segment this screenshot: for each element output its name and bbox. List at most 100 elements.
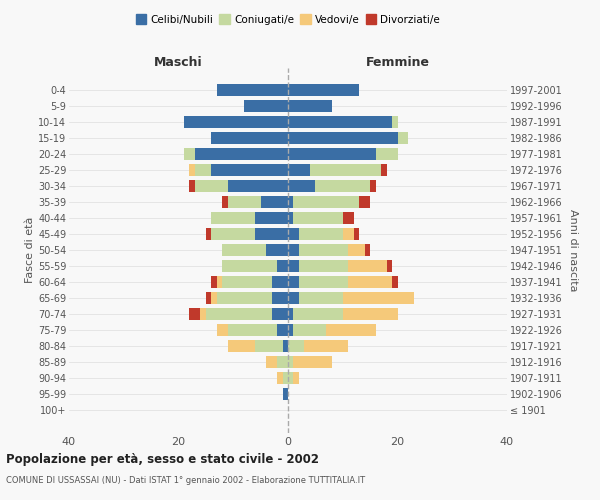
Bar: [348, 260, 386, 272]
Bar: [190, 180, 195, 192]
Bar: [272, 276, 288, 288]
Bar: [277, 260, 288, 272]
Bar: [293, 372, 299, 384]
Bar: [386, 260, 392, 272]
Bar: [217, 276, 223, 288]
Bar: [293, 324, 326, 336]
Bar: [206, 292, 211, 304]
Bar: [288, 84, 359, 96]
Bar: [293, 356, 332, 368]
Bar: [277, 324, 288, 336]
Bar: [195, 180, 228, 192]
Bar: [348, 276, 392, 288]
Bar: [376, 148, 398, 160]
Bar: [272, 308, 288, 320]
Bar: [223, 260, 277, 272]
Bar: [299, 244, 348, 256]
Bar: [206, 308, 272, 320]
Bar: [299, 228, 343, 240]
Text: Popolazione per età, sesso e stato civile - 2002: Popolazione per età, sesso e stato civil…: [6, 452, 319, 466]
Bar: [211, 164, 288, 176]
Y-axis label: Anni di nascita: Anni di nascita: [568, 209, 578, 291]
Bar: [288, 148, 376, 160]
Text: Femmine: Femmine: [365, 56, 430, 70]
Bar: [228, 324, 277, 336]
Bar: [211, 276, 217, 288]
Bar: [288, 212, 293, 224]
Bar: [283, 388, 288, 400]
Bar: [343, 228, 354, 240]
Bar: [354, 228, 359, 240]
Bar: [228, 340, 255, 352]
Bar: [365, 244, 370, 256]
Bar: [244, 100, 288, 112]
Bar: [288, 228, 299, 240]
Bar: [190, 308, 200, 320]
Bar: [343, 212, 354, 224]
Bar: [184, 116, 288, 128]
Bar: [195, 164, 211, 176]
Bar: [255, 340, 283, 352]
Bar: [293, 196, 359, 208]
Bar: [272, 292, 288, 304]
Bar: [288, 244, 299, 256]
Bar: [211, 228, 255, 240]
Bar: [184, 148, 195, 160]
Bar: [288, 196, 293, 208]
Bar: [381, 164, 386, 176]
Bar: [288, 260, 299, 272]
Bar: [266, 244, 288, 256]
Bar: [217, 324, 228, 336]
Bar: [310, 164, 381, 176]
Bar: [343, 292, 414, 304]
Bar: [222, 276, 272, 288]
Bar: [343, 308, 398, 320]
Bar: [316, 180, 370, 192]
Bar: [228, 196, 260, 208]
Bar: [266, 356, 277, 368]
Bar: [255, 212, 288, 224]
Bar: [392, 276, 398, 288]
Bar: [326, 324, 376, 336]
Bar: [359, 196, 370, 208]
Bar: [299, 260, 348, 272]
Bar: [228, 180, 288, 192]
Legend: Celibi/Nubili, Coniugati/e, Vedovi/e, Divorziati/e: Celibi/Nubili, Coniugati/e, Vedovi/e, Di…: [136, 14, 440, 24]
Bar: [190, 164, 195, 176]
Bar: [288, 180, 316, 192]
Bar: [211, 212, 255, 224]
Text: Maschi: Maschi: [154, 56, 203, 70]
Bar: [200, 308, 206, 320]
Bar: [288, 100, 332, 112]
Bar: [260, 196, 288, 208]
Text: COMUNE DI USSASSAI (NU) - Dati ISTAT 1° gennaio 2002 - Elaborazione TUTTITALIA.I: COMUNE DI USSASSAI (NU) - Dati ISTAT 1° …: [6, 476, 365, 485]
Bar: [288, 132, 398, 144]
Bar: [398, 132, 409, 144]
Bar: [211, 292, 217, 304]
Bar: [277, 356, 288, 368]
Bar: [206, 228, 211, 240]
Bar: [255, 228, 288, 240]
Bar: [288, 308, 293, 320]
Bar: [288, 324, 293, 336]
Bar: [293, 212, 343, 224]
Bar: [293, 308, 343, 320]
Bar: [222, 196, 228, 208]
Bar: [288, 292, 299, 304]
Bar: [195, 148, 288, 160]
Bar: [283, 340, 288, 352]
Bar: [392, 116, 398, 128]
Bar: [288, 356, 293, 368]
Bar: [288, 340, 304, 352]
Bar: [299, 276, 348, 288]
Bar: [217, 84, 288, 96]
Bar: [288, 372, 293, 384]
Bar: [288, 164, 310, 176]
Bar: [288, 276, 299, 288]
Bar: [370, 180, 376, 192]
Bar: [277, 372, 283, 384]
Bar: [223, 244, 266, 256]
Bar: [211, 132, 288, 144]
Bar: [283, 372, 288, 384]
Bar: [217, 292, 272, 304]
